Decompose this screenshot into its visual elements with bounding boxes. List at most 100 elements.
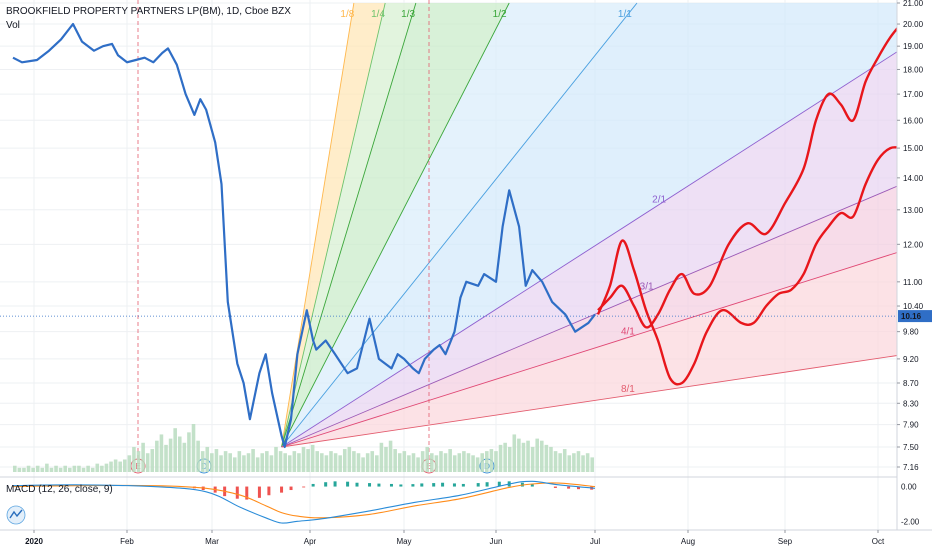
volume-bar-101 [475,457,480,472]
volume-bar-118 [553,451,558,472]
macd-bar-12 [324,482,328,487]
volume-bar-3 [26,465,31,472]
volume-bar-35 [173,428,177,472]
macd-bar-8 [280,486,284,493]
volume-bar-79 [375,455,379,472]
volume-bar-72 [342,449,347,472]
volume-bar-39 [191,424,196,472]
y-tick-label-17: 20.00 [903,20,924,29]
x-tick-label-sep: Sep [778,537,793,546]
volume-bar-92 [434,455,439,472]
volume-bar-88 [416,457,420,472]
volume-bar-85 [402,451,407,472]
volume-bar-40 [196,440,200,472]
volume-bar-73 [347,446,352,472]
volume-bar-51 [246,453,251,472]
volume-bar-74 [352,451,356,472]
volume-bar-71 [338,455,342,472]
y-tick-label-1: 7.50 [903,443,919,452]
volume-bar-6 [40,467,45,472]
volume-bar-83 [393,449,397,472]
volume-bar-28 [141,442,145,472]
volume-bar-2 [22,467,26,472]
volume-bar-93 [439,451,443,472]
macd-line [12,480,596,524]
volume-bar-43 [210,453,214,472]
macd-bar-27 [485,482,489,487]
volume-bar-42 [205,446,210,472]
volume-bar-113 [530,446,535,472]
volume-bar-58 [278,451,283,472]
volume-bar-10 [58,467,63,472]
chart-title: BROOKFIELD PROPERTY PARTNERS LP(BM), 1D,… [6,6,291,17]
volume-bar-49 [237,451,242,472]
x-tick-label-jun: Jun [490,537,503,546]
volume-bar-78 [370,451,375,472]
volume-bar-54 [260,453,265,472]
volume-bar-97 [457,453,462,472]
macd-bar-18 [389,483,393,487]
y-tick-label-11: 14.00 [903,174,924,183]
volume-bar-33 [164,444,168,472]
x-tick-label-jul: Jul [590,537,600,546]
gann-line-1-1 [281,2,638,448]
volume-bar-56 [269,455,274,472]
macd-bar-35 [577,486,580,490]
volume-bar-62 [297,453,301,472]
macd-bar-15 [355,482,359,487]
volume-bar-13 [72,465,77,472]
macd-bar-26 [476,483,480,487]
volume-bar-81 [384,446,388,472]
volume-bar-60 [287,455,292,472]
volume-bar-121 [567,455,572,472]
macd-bar-17 [377,483,381,487]
logo-icon-mark [9,509,23,519]
volume-bar-31 [155,440,159,472]
gann-line-4-1 [281,249,907,448]
gann-label-3-1: 3/1 [640,282,654,293]
volume-bar-109 [512,434,517,472]
volume-bar-1 [17,467,22,472]
macd-bar-34 [567,486,571,489]
gann-label-1-4: 1/4 [371,9,385,20]
volume-bar-77 [365,453,370,472]
volume-bar-7 [45,463,49,472]
macd-bar-33 [553,486,557,488]
volume-bar-104 [489,449,494,472]
volume-bar-55 [265,451,269,472]
x-tick-label-aug: Aug [681,537,695,546]
volume-bar-110 [517,438,521,472]
price-line [12,22,596,449]
volume-bar-26 [132,446,136,472]
volume-bar-84 [397,453,402,472]
volume-bar-53 [255,457,260,472]
volume-bar-46 [223,451,228,472]
volume-bars [13,424,594,472]
volume-bar-65 [310,444,315,472]
volume-bar-29 [145,453,150,472]
volume-bar-52 [251,449,255,472]
volume-bar-22 [113,459,118,472]
gann-label-1-1: 1/1 [618,9,632,20]
macd-bar-7 [267,486,271,496]
volume-bar-4 [31,467,35,472]
volume-bar-126 [590,457,594,472]
volume-bar-90 [425,446,430,472]
volume-bar-19 [100,465,104,472]
volume-bar-44 [214,449,219,472]
volume-bar-117 [549,446,553,472]
volume-bar-47 [228,453,232,472]
macd-bar-25 [461,483,465,487]
volume-bar-9 [54,465,58,472]
y-tick-label-10: 13.00 [903,206,924,215]
macd-tick-label-1: -2.00 [901,517,920,526]
x-tick-label-mar: Mar [205,537,219,546]
volume-bar-100 [471,455,475,472]
volume-bar-87 [411,453,416,472]
macd-tick-label-0: 0.00 [901,483,917,492]
y-tick-label-12: 15.00 [903,144,924,153]
volume-bar-32 [159,434,164,472]
gann-zone-4 [281,3,906,447]
macd-bar-9 [289,486,293,491]
